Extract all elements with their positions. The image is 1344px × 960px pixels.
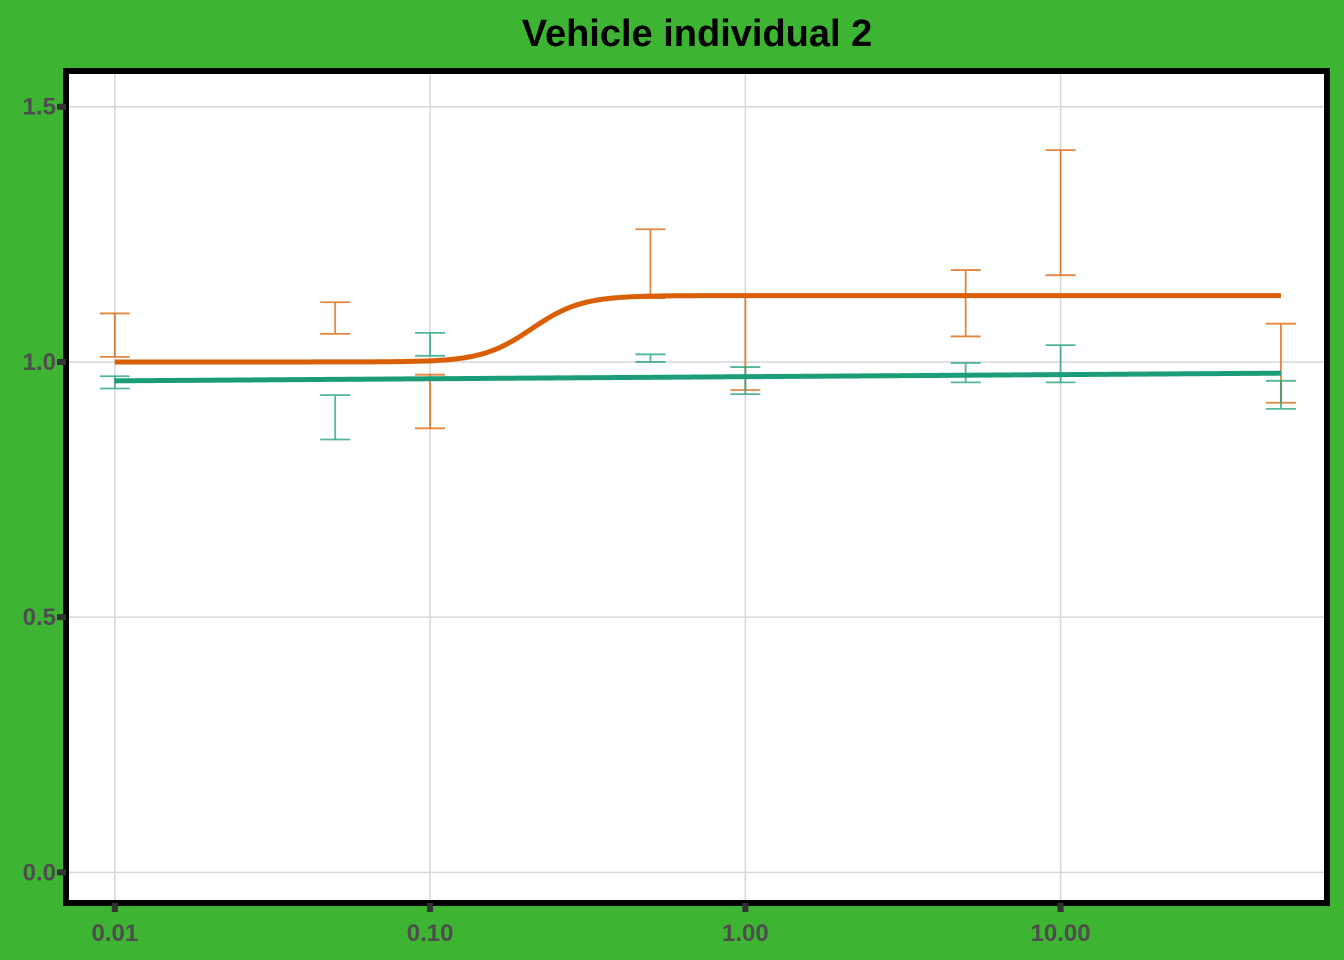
y-tick-label: 0.0 (23, 859, 56, 886)
error-bar (635, 353, 666, 363)
error-bar (1265, 379, 1296, 410)
chart-title: Vehicle individual 2 (522, 13, 873, 55)
x-tick-label: 0.01 (91, 920, 138, 947)
y-tick-label: 0.5 (23, 604, 56, 631)
fit-curve (114, 293, 1281, 365)
series-2 (99, 331, 1296, 441)
error-bar (99, 375, 130, 390)
x-tick-label: 1.00 (722, 920, 769, 947)
error-bar (320, 394, 351, 441)
y-tick-label: 1.0 (23, 349, 56, 376)
y-tick-label: 1.5 (23, 94, 56, 121)
error-bar (730, 366, 761, 396)
error-bar (950, 362, 981, 384)
plot-panel (66, 71, 1327, 903)
axes: 0.01 0.10 1.00 10.00 0.0 0.5 1.0 1.5 (23, 94, 1091, 947)
fit-curve (114, 370, 1281, 384)
error-bar (415, 373, 446, 430)
error-bar (415, 331, 446, 357)
error-bar (950, 269, 981, 338)
plot-border (63, 68, 1330, 906)
data-series (99, 149, 1296, 441)
x-tick-label: 0.10 (407, 920, 454, 947)
error-bar (320, 301, 351, 335)
error-bar (99, 312, 130, 358)
x-tick-label: 10.00 (1031, 920, 1091, 947)
error-bar (1045, 149, 1076, 277)
